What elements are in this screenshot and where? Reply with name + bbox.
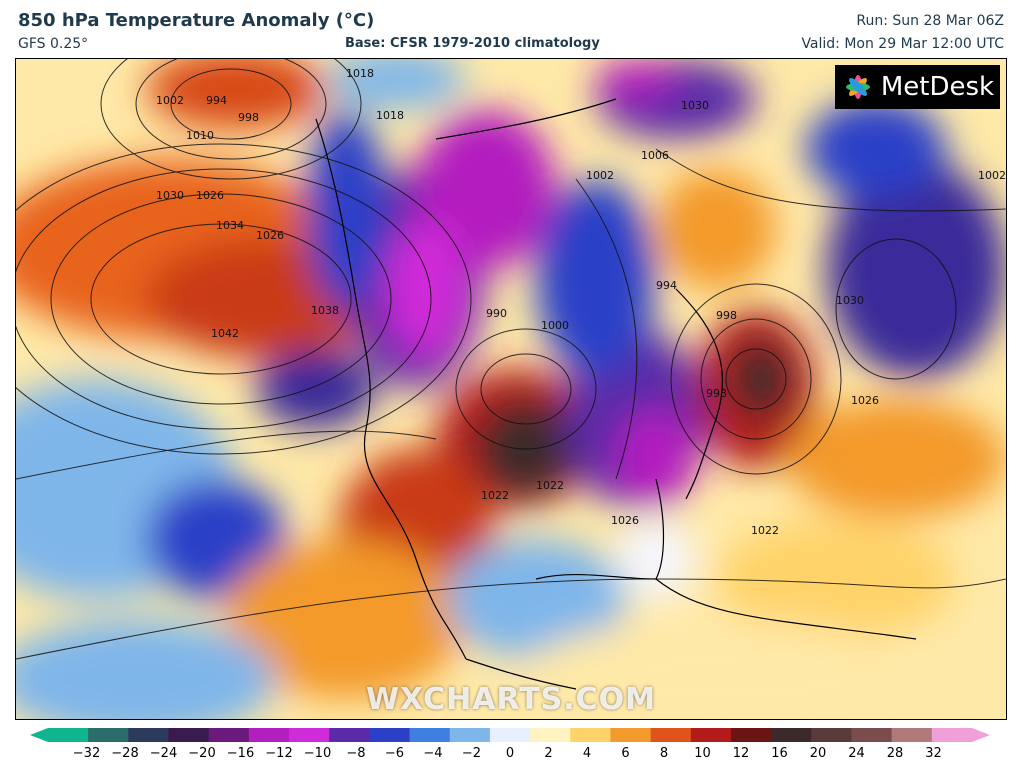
isobar-label: 1002 [978,169,1006,182]
isobar-label: 1030 [836,294,864,307]
chart-header: 850 hPa Temperature Anomaly (°C) GFS 0.2… [0,0,1024,58]
isobar-label: 1018 [376,109,404,122]
climatology-base: Base: CFSR 1979-2010 climatology [345,36,600,51]
color-scale-cell [891,728,933,742]
isobar-label: 1022 [751,524,779,537]
isobar-label: 994 [206,94,227,107]
isobar-label: 1002 [586,169,614,182]
color-scale-cell [650,728,692,742]
isobar-label: 1026 [851,394,879,407]
color-scale-min-arrow [30,728,48,742]
color-scale-cell [570,728,611,742]
color-scale-tick-label: 20 [809,746,827,761]
color-scale-cell [128,728,170,742]
color-scale-labels: −32 −28 −24 −20 −16 −12 −10 −8 −6 −4 −2 0 2 4 6 8 10 12 16… [30,746,990,766]
color-scale-tick-label: 32 [925,746,942,761]
isobar-lines [16,59,1006,660]
isobar-label: 998 [238,111,259,124]
color-scale-cell [771,728,812,742]
isobar-label: 1030 [681,99,709,112]
metdesk-logo-text: MetDesk [880,72,995,102]
color-scale-cell [88,728,129,742]
color-scale-tick-label: −24 [149,746,178,761]
color-scale-tick-label: −10 [303,746,332,761]
model-name: GFS 0.25° [18,36,89,52]
isobar-label: 1018 [346,67,374,80]
isobar-label: 1042 [211,327,239,340]
isobar-label: 1006 [641,149,669,162]
isobar-label: 1026 [256,229,284,242]
color-scale-max-arrow [972,728,990,742]
color-scale-cell [530,728,571,742]
color-scale-cell [329,728,370,742]
color-scale-tick-label: −8 [346,746,366,761]
wxcharts-watermark: WXCHARTS.COM [365,682,657,717]
isobar-label: 1010 [186,129,214,142]
isobar-label: 1000 [541,319,569,332]
map-canvas: 1002 994 998 1010 1018 1018 1026 1030 10… [16,59,1006,719]
color-scale-tick-label: −2 [461,746,482,761]
color-scale-cell [610,728,652,742]
color-scale-cell [851,728,893,742]
color-scale-cell [409,728,451,742]
color-scale-tick-label: 28 [886,746,904,761]
isobar-label: 990 [486,307,507,320]
color-scale-cell [449,728,491,742]
isobar-label: 1002 [156,94,184,107]
anomaly-map: 1002 994 998 1010 1018 1018 1026 1030 10… [15,58,1007,720]
color-scale-cell [690,728,732,742]
color-scale-tick-label: 0 [505,746,515,761]
metdesk-logo: MetDesk [835,65,1000,109]
color-scale-tick-label: −32 [72,746,101,761]
color-scale-tick-label: −4 [423,746,443,761]
color-scale-cell [208,728,250,742]
isobar-label: 1022 [536,479,564,492]
color-scale-tick-label: 2 [544,746,553,761]
color-scale-cell [489,728,531,742]
color-scale-tick-label: 24 [848,746,865,761]
color-scale-cell [289,728,330,742]
coastlines [315,98,917,690]
color-scale-cell [931,728,973,742]
valid-time: Valid: Mon 29 Mar 12:00 UTC [801,36,1004,52]
color-scale-tick-label: 4 [582,746,592,761]
isobar-label: 1022 [481,489,509,502]
color-scale-cell [48,728,89,742]
color-scale-cells [30,728,990,742]
color-scale-tick-label: −28 [111,746,139,761]
color-scale-tick-label: 8 [659,746,669,761]
color-scale-cell [811,728,852,742]
color-scale-cell [369,728,411,742]
isobar-label: 1026 [196,189,224,202]
color-scale-bar [30,728,990,742]
color-scale-tick-label: 12 [732,746,750,761]
color-scale-tick-label: 6 [621,746,630,761]
isobar-label: 994 [656,279,677,292]
color-scale-tick-label: 10 [694,746,711,761]
isobar-label: 1030 [156,189,184,202]
color-scale-tick-label: −6 [384,746,405,761]
isobar-label: 998 [716,309,737,322]
isobar-label: 1034 [216,219,244,232]
run-time: Run: Sun 28 Mar 06Z [856,13,1004,29]
chart-title: 850 hPa Temperature Anomaly (°C) [18,10,375,31]
metdesk-flower-icon [845,75,870,99]
color-scale-tick-label: −20 [188,746,216,761]
color-scale-tick-label: −12 [265,746,293,761]
isobar-label: 1038 [311,304,339,317]
color-scale-cell [168,728,210,742]
isobar-label: 1026 [611,514,639,527]
color-scale-tick-label: 16 [771,746,788,761]
color-scale-cell [730,728,772,742]
color-scale-cell [248,728,290,742]
color-scale-tick-label: −16 [226,746,255,761]
isobar-label: 998 [706,387,727,400]
isobar-label-group: 1002 994 998 1010 1018 1018 1026 1030 10… [156,67,1006,537]
